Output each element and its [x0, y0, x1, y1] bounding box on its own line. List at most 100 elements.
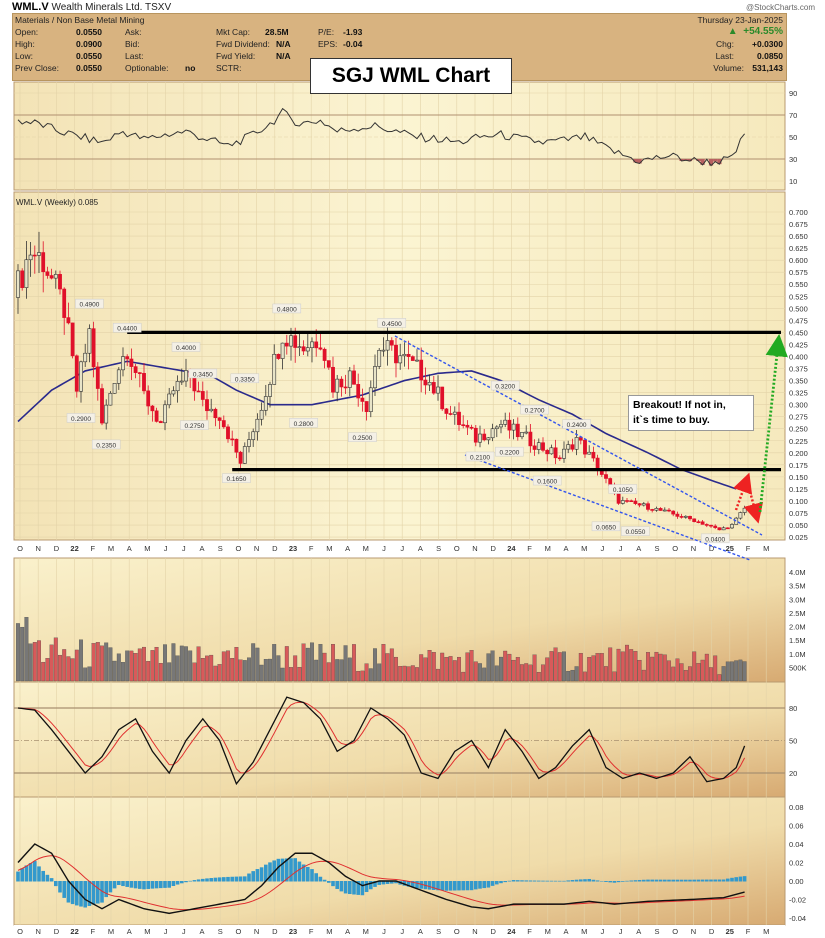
macd-histogram-bar [709, 879, 713, 882]
macd-tick-label: 0.04 [789, 840, 804, 849]
price-tick-label: 0.025 [789, 533, 808, 542]
macd-histogram-bar [121, 881, 125, 887]
price-label-box [171, 342, 201, 352]
macd-histogram-bar [738, 876, 743, 882]
candle-body [377, 349, 382, 367]
date-tick-label: M [326, 927, 332, 936]
macd-histogram-bar [532, 880, 537, 882]
date-tick-label: M [108, 927, 114, 936]
date-tick-label: S [218, 927, 223, 936]
macd-histogram-bar [276, 858, 281, 882]
volume-bar [671, 666, 676, 682]
candle-body [364, 401, 369, 412]
stochastic-panel [13, 681, 786, 798]
candle-body [259, 409, 264, 420]
macd-histogram-bar [574, 879, 579, 882]
stoch-tick-label: 80 [789, 704, 797, 713]
date-tick-label: O [672, 927, 678, 936]
macd-histogram-bar [129, 881, 134, 888]
macd-histogram-bar [734, 877, 738, 882]
volume-bar [289, 667, 293, 682]
candle-body [142, 372, 146, 392]
volume-bar [398, 666, 403, 682]
price-label: 0.4000 [176, 345, 196, 352]
macd-histogram-bar [205, 878, 209, 882]
macd-tick-label: 0.02 [789, 859, 804, 868]
volume-bar [608, 647, 613, 682]
macd-histogram-bar [482, 881, 486, 889]
volume-bar [734, 660, 739, 682]
volume-bar [364, 663, 369, 682]
volume-bar [335, 659, 340, 682]
candle-body [654, 508, 659, 511]
candle-body [41, 252, 46, 273]
volume-bar [478, 663, 482, 682]
date-tick-label: 23 [289, 544, 297, 553]
macd-histogram-bar [125, 881, 129, 887]
bid-label: Bid: [125, 39, 140, 49]
volume-bar [41, 661, 46, 682]
macd-histogram-bar [507, 880, 512, 882]
macd-histogram-bar [301, 864, 306, 882]
candle-body [322, 348, 327, 361]
candle-body [440, 386, 445, 410]
price-label: 0.2500 [352, 435, 372, 442]
macd-histogram-bar [230, 876, 234, 882]
date-tick-label: A [636, 544, 641, 553]
candle-body [104, 404, 109, 424]
price-label-box [188, 368, 218, 379]
volume-bar [95, 642, 100, 682]
date-tick-label: F [91, 927, 96, 936]
date-tick-label: N [35, 544, 40, 553]
price-tick-label: 0.100 [789, 497, 808, 506]
up-triangle-icon: ▲ [727, 26, 738, 37]
candle-body [503, 419, 508, 425]
macd-histogram-bar [616, 881, 621, 883]
volume-bar [444, 657, 449, 682]
price-label-box [180, 420, 209, 430]
macd-histogram-bar [440, 881, 444, 891]
volume-bar [499, 656, 503, 682]
date-tick-label: A [199, 927, 204, 936]
candle-body [70, 322, 75, 357]
candle-body [137, 372, 142, 374]
candle-body [587, 451, 592, 455]
volume-bar [646, 652, 650, 682]
macd-histogram-bar [331, 881, 335, 887]
candle-body [171, 390, 176, 395]
date-tick-label: M [763, 927, 769, 936]
date-tick-label: M [363, 927, 369, 936]
macd-histogram-bar [247, 873, 251, 882]
macd-histogram-bar [612, 881, 617, 883]
chg-value: +0.0300 [752, 39, 783, 49]
volume-bar [406, 666, 411, 682]
volume-bar [599, 653, 604, 682]
macd-histogram-bar [713, 879, 717, 882]
macd-histogram-bar [117, 881, 121, 885]
macd-histogram-bar [364, 881, 369, 893]
volume-bar [121, 662, 125, 682]
macd-histogram-bar [427, 881, 432, 890]
candle-body [213, 408, 218, 419]
volume-tick-label: 3.5M [789, 582, 806, 591]
candle-body [238, 451, 243, 464]
date-tick-label: M [545, 544, 551, 553]
candle-body [448, 413, 453, 415]
macd-histogram-bar [457, 881, 461, 891]
macd-histogram-bar [58, 881, 62, 893]
stoch-tick-label: 50 [789, 737, 797, 746]
date-tick-label: D [54, 544, 60, 553]
candle-body [79, 361, 83, 392]
volume-bar [91, 643, 96, 682]
macd-histogram-bar [385, 881, 390, 884]
date-tick-label: O [235, 927, 241, 936]
macd-histogram-bar [268, 862, 272, 882]
candle-body [700, 521, 705, 525]
volume-bar [532, 654, 537, 682]
candle-body [352, 370, 356, 385]
candle-body [717, 527, 722, 531]
candle-body [419, 359, 424, 381]
candle-body [490, 428, 495, 439]
candle-body [276, 353, 281, 359]
macd-histogram-bar [684, 879, 688, 882]
